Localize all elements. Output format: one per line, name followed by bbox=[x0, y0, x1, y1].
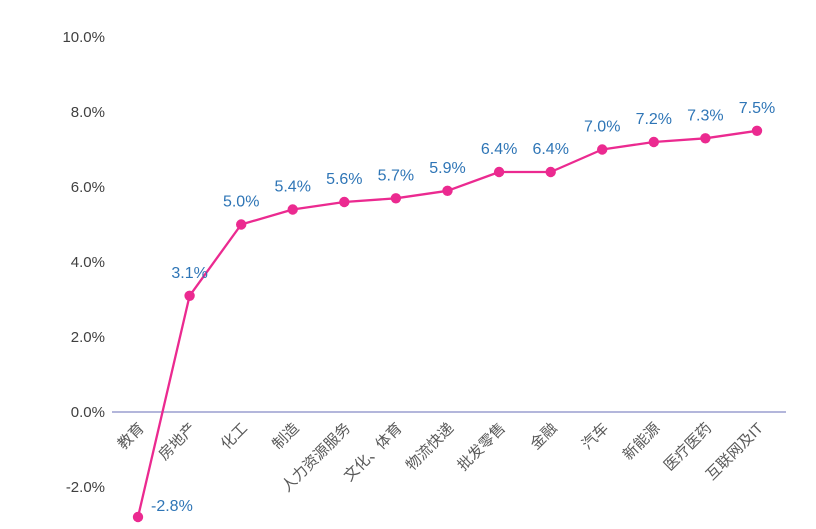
data-point bbox=[700, 133, 711, 144]
y-tick-label: 2.0% bbox=[71, 329, 105, 346]
y-tick-label: 8.0% bbox=[71, 104, 105, 121]
data-point bbox=[751, 125, 763, 136]
y-tick-label: -2.0% bbox=[66, 479, 105, 496]
data-point-label: 7.0% bbox=[584, 119, 620, 136]
data-point-label: 5.7% bbox=[378, 167, 414, 184]
data-point bbox=[648, 136, 659, 148]
data-point-label: 5.0% bbox=[223, 194, 259, 211]
category-label: 制造 bbox=[269, 420, 302, 453]
category-label: 物流快递 bbox=[403, 420, 457, 474]
data-point bbox=[339, 196, 350, 208]
data-point-label: 5.9% bbox=[429, 160, 465, 177]
category-label: 房地产 bbox=[156, 420, 200, 464]
category-label: 教育 bbox=[115, 420, 148, 453]
category-label: 新能源 bbox=[620, 420, 664, 464]
data-point bbox=[597, 144, 608, 155]
data-point-label: 5.4% bbox=[274, 179, 310, 196]
data-point bbox=[287, 204, 298, 215]
data-point bbox=[493, 166, 505, 178]
data-points-group bbox=[132, 125, 763, 523]
data-point bbox=[545, 166, 556, 178]
data-point-label: 7.5% bbox=[739, 100, 775, 117]
category-label: 医疗医药 bbox=[661, 420, 715, 474]
data-point-label: 7.3% bbox=[687, 107, 723, 124]
data-point-label: 5.6% bbox=[326, 171, 362, 188]
data-point bbox=[132, 511, 144, 523]
data-point bbox=[184, 290, 195, 301]
data-point-label: 6.4% bbox=[481, 141, 517, 158]
data-point-labels-group: -2.8% 3.1% 5.0% 5.4% 5.6% 5.7% 5.9% 6.4% 6.4% 7.0… bbox=[151, 100, 775, 515]
category-label: 金融 bbox=[527, 420, 560, 453]
y-tick-label: 10.0% bbox=[62, 29, 105, 46]
data-point-label: 6.4% bbox=[532, 141, 568, 158]
category-label: 汽车 bbox=[579, 420, 612, 453]
data-point bbox=[390, 193, 402, 204]
data-point bbox=[442, 185, 453, 196]
data-point-label: 3.1% bbox=[171, 265, 207, 282]
y-axis-tick-labels: 10.0% 8.0% 6.0% 4.0% 2.0% 0.0% -2.0% bbox=[62, 29, 105, 496]
data-point-label: 7.2% bbox=[636, 111, 672, 128]
data-point bbox=[236, 219, 247, 230]
y-tick-label: 4.0% bbox=[71, 254, 105, 271]
y-tick-label: 0.0% bbox=[71, 404, 105, 421]
category-label: 批发零售 bbox=[454, 420, 508, 474]
data-point-label: -2.8% bbox=[151, 498, 193, 515]
y-tick-label: 6.0% bbox=[71, 179, 105, 196]
category-label: 化工 bbox=[218, 420, 251, 453]
